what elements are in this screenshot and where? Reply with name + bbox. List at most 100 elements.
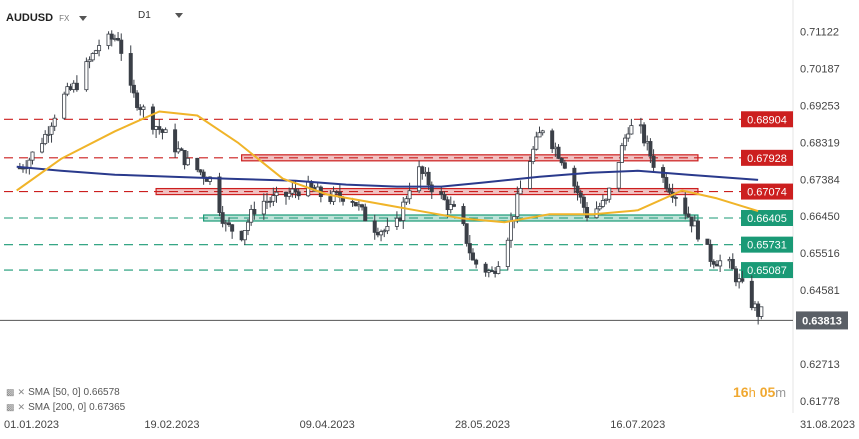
candle — [65, 82, 70, 97]
candle-body — [360, 204, 365, 208]
instrument-selector[interactable]: AUDUSD FX — [6, 10, 88, 26]
candle-body — [97, 45, 102, 52]
candle-body — [553, 146, 558, 150]
price-level-label: 0.65731 — [747, 240, 787, 252]
legend-sma200[interactable]: ▩ ✕ SMA [200, 0] 0.67365 — [6, 402, 125, 413]
candle — [353, 202, 358, 207]
candle — [119, 33, 124, 61]
candle — [423, 167, 428, 177]
candle-body — [30, 151, 35, 161]
timeframe-selector[interactable]: D1 — [138, 10, 183, 21]
candle-body — [356, 204, 361, 207]
settings-icon[interactable]: ▩ — [6, 387, 15, 397]
candle-body — [714, 263, 719, 267]
candle-body — [207, 176, 212, 182]
candle — [138, 104, 143, 116]
x-tick-label: 31.08.2023 — [800, 419, 855, 431]
candle — [737, 273, 742, 289]
settings-icon[interactable]: ▩ — [6, 402, 15, 412]
candle-body — [52, 117, 57, 127]
candle — [718, 254, 723, 273]
candle-body — [239, 230, 244, 241]
symbol-label: AUDUSD — [6, 12, 54, 24]
candle-body — [271, 195, 276, 202]
candle-body — [534, 136, 539, 150]
candle — [556, 144, 561, 160]
candle-body — [581, 196, 586, 208]
candle — [141, 104, 146, 118]
candle-body — [131, 84, 136, 94]
candle-body — [84, 61, 89, 91]
candle — [629, 118, 634, 135]
candle — [131, 79, 136, 98]
candle-body — [540, 130, 545, 134]
candle — [230, 224, 235, 239]
candle-body — [375, 231, 380, 236]
candle-body — [160, 129, 165, 133]
close-icon[interactable]: ✕ — [17, 402, 26, 412]
x-tick-label: 16.07.2023 — [610, 419, 665, 431]
candle-body — [718, 260, 723, 267]
candle-body — [141, 106, 146, 110]
candle — [337, 184, 342, 203]
candle — [157, 118, 162, 135]
candle-body — [65, 86, 70, 95]
candle — [296, 188, 301, 200]
candle — [74, 75, 79, 92]
candle-body — [296, 191, 301, 197]
current-price-label: 0.63813 — [802, 315, 842, 327]
candle-body — [604, 198, 609, 201]
candle — [638, 117, 643, 134]
candle-body — [195, 157, 200, 171]
candle-body — [451, 204, 456, 207]
candle — [537, 126, 542, 138]
candle — [271, 187, 276, 207]
candle — [616, 162, 621, 193]
candle — [673, 195, 678, 207]
price-level-tag — [741, 236, 793, 253]
candle-body — [217, 176, 222, 213]
candle — [528, 156, 533, 189]
candle — [581, 195, 586, 215]
candle — [176, 141, 181, 154]
candle — [287, 187, 292, 200]
candle — [49, 122, 54, 143]
candle — [363, 203, 368, 222]
candle — [756, 301, 761, 325]
close-icon[interactable]: ✕ — [17, 387, 26, 397]
candle — [394, 211, 399, 230]
y-tick-label: 0.71122 — [800, 27, 839, 39]
price-level-tag — [741, 210, 793, 227]
legend-sma200-label: SMA — [28, 402, 50, 413]
candle — [540, 129, 545, 136]
candle-body — [727, 259, 732, 262]
candle-body — [163, 129, 168, 133]
candle — [733, 266, 738, 287]
candle — [451, 200, 456, 208]
candle — [448, 196, 453, 214]
candle — [154, 125, 159, 139]
candle-body — [379, 231, 384, 236]
candle-body — [448, 204, 453, 211]
candle-body — [290, 188, 295, 194]
candle — [268, 196, 273, 208]
candle-body — [429, 184, 434, 193]
candle — [160, 128, 165, 140]
timeframe-dropdown-icon[interactable] — [174, 13, 183, 18]
candle-body — [493, 270, 498, 274]
symbol-dropdown-icon[interactable] — [79, 15, 88, 21]
candle-body — [528, 161, 533, 189]
candle-body — [404, 198, 409, 203]
candle-body — [737, 278, 742, 283]
candle — [575, 181, 580, 201]
candle — [648, 138, 653, 164]
candle — [493, 267, 498, 278]
legend-sma50[interactable]: ▩ ✕ SMA [50, 0] 0.66578 — [6, 387, 120, 398]
candle-body — [223, 222, 228, 225]
candle — [752, 301, 757, 312]
candle — [242, 229, 247, 245]
candle — [531, 146, 536, 165]
price-level-tag — [741, 149, 793, 166]
candle-body — [106, 33, 111, 46]
